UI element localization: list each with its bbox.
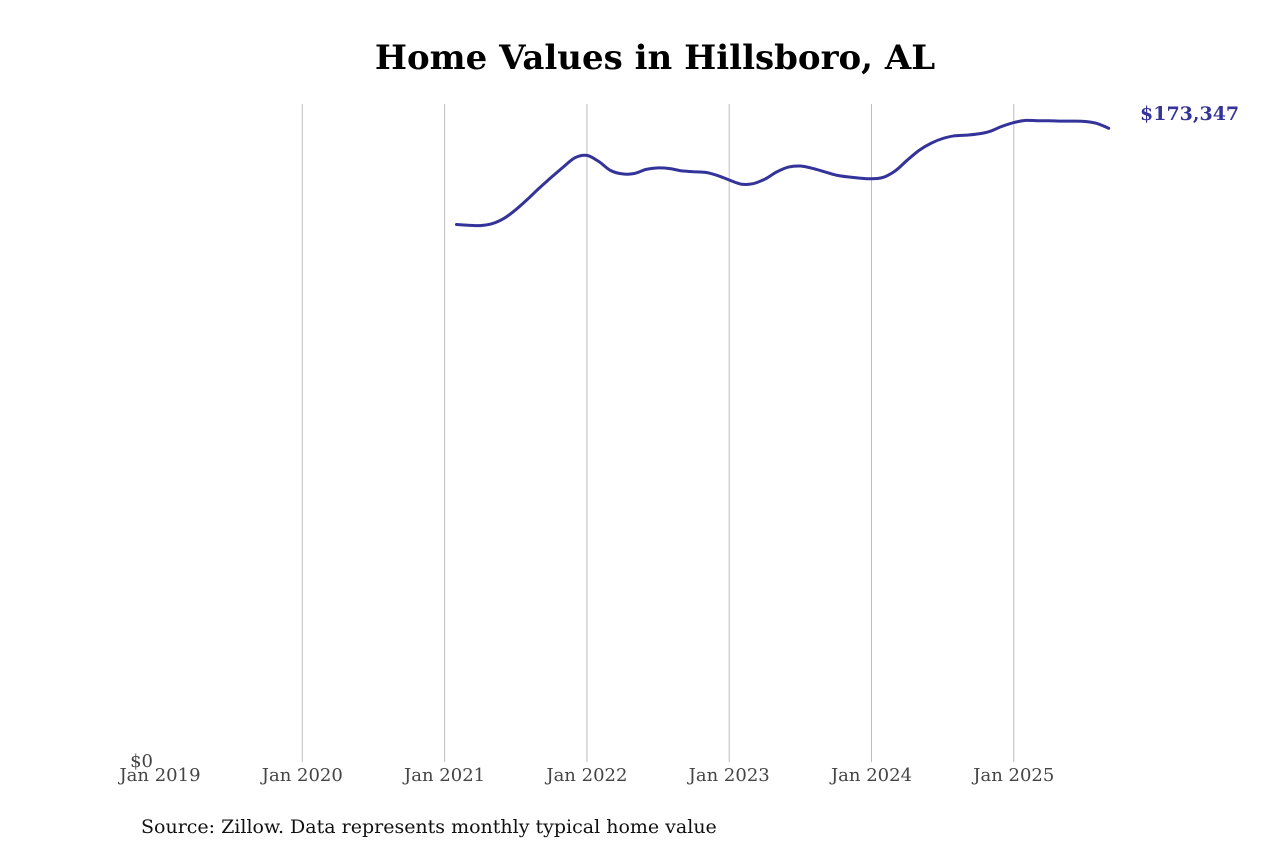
vertical-gridlines xyxy=(301,104,1015,762)
x-tick-label: Jan 2024 xyxy=(829,765,912,786)
x-tick-label: Jan 2025 xyxy=(971,765,1054,786)
x-tick-label: Jan 2023 xyxy=(687,765,770,786)
y-tick-label: $0 xyxy=(130,751,153,772)
x-tick-label: Jan 2020 xyxy=(260,765,343,786)
series-layer: $173,347 xyxy=(455,103,1239,228)
source-note: Source: Zillow. Data represents monthly … xyxy=(141,816,717,838)
home-value-line xyxy=(455,118,1111,228)
end-value-label: $173,347 xyxy=(1140,103,1239,125)
x-tick-label: Jan 2022 xyxy=(544,765,627,786)
x-tick-label: Jan 2021 xyxy=(402,765,485,786)
chart-title: Home Values in Hillsboro, AL xyxy=(374,38,936,78)
axis-labels: Jan 2019 Jan 2020 Jan 2021 Jan 2022 Jan 2023… xyxy=(117,751,1054,786)
x-tick-label: Jan 2019 xyxy=(117,765,200,786)
